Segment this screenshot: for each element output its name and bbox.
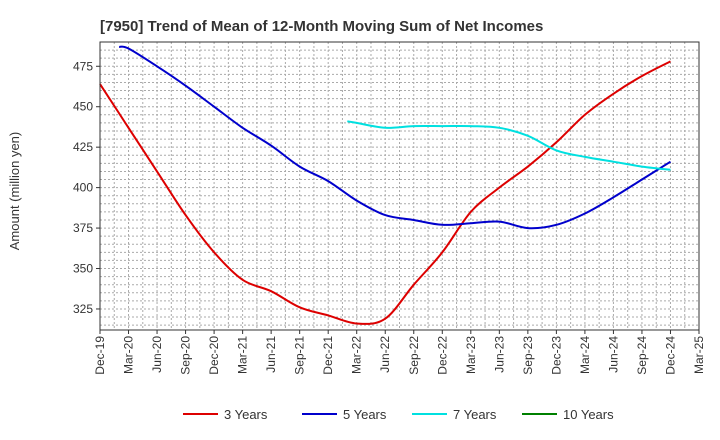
x-tick-label: Mar-20 bbox=[122, 336, 136, 374]
grid bbox=[99, 41, 700, 330]
y-tick-label: 350 bbox=[73, 262, 93, 276]
x-tick-label: Dec-20 bbox=[207, 336, 221, 375]
series-line-1 bbox=[99, 60, 671, 325]
legend-label: 5 Years bbox=[343, 407, 387, 422]
x-tick-label: Jun-24 bbox=[606, 336, 620, 373]
x-tick-label: Dec-22 bbox=[435, 336, 449, 375]
legend-label: 10 Years bbox=[563, 407, 614, 422]
legend-label: 7 Years bbox=[453, 407, 497, 422]
series-line-3 bbox=[347, 120, 671, 171]
legend: 3 Years 5 Years 7 Years 10 Years bbox=[183, 407, 614, 422]
y-tick-label: 425 bbox=[73, 140, 93, 154]
chart-title: [7950] Trend of Mean of 12-Month Moving … bbox=[100, 18, 543, 35]
x-tick-label: Sep-23 bbox=[521, 336, 535, 375]
y-axis-ticks: 325 350 375 400 425 450 475 bbox=[73, 59, 100, 316]
x-tick-label: Jun-21 bbox=[264, 336, 278, 373]
x-axis-ticks: Dec-19 Mar-20 Jun-20 Sep-20 Dec-20 Mar-21 Jun-… bbox=[93, 330, 706, 375]
x-tick-label: Mar-25 bbox=[692, 336, 706, 374]
x-tick-label: Dec-19 bbox=[93, 336, 107, 375]
x-tick-label: Mar-21 bbox=[236, 336, 250, 374]
x-tick-label: Mar-23 bbox=[464, 336, 478, 374]
x-tick-label: Sep-22 bbox=[407, 336, 421, 375]
x-tick-label: Mar-24 bbox=[578, 336, 592, 374]
series-line-2 bbox=[118, 45, 672, 230]
y-tick-label: 375 bbox=[73, 221, 93, 235]
x-tick-label: Jun-22 bbox=[378, 336, 392, 373]
y-tick-label: 475 bbox=[73, 59, 93, 73]
x-tick-label: Dec-21 bbox=[321, 336, 335, 375]
plot-border bbox=[99, 41, 700, 331]
x-tick-label: Sep-24 bbox=[635, 336, 649, 375]
y-tick-label: 450 bbox=[73, 100, 93, 114]
x-tick-label: Sep-20 bbox=[179, 336, 193, 375]
x-tick-label: Dec-23 bbox=[549, 336, 563, 375]
x-tick-label: Dec-24 bbox=[663, 336, 677, 375]
x-tick-label: Jun-23 bbox=[492, 336, 506, 373]
x-tick-label: Mar-22 bbox=[350, 336, 364, 374]
y-axis-label: Amount (million yen) bbox=[7, 132, 22, 251]
x-tick-label: Sep-21 bbox=[293, 336, 307, 375]
x-tick-label: Jun-20 bbox=[150, 336, 164, 373]
y-tick-label: 400 bbox=[73, 181, 93, 195]
y-tick-label: 325 bbox=[73, 302, 93, 316]
legend-label: 3 Years bbox=[224, 407, 268, 422]
series-lines bbox=[99, 45, 672, 325]
